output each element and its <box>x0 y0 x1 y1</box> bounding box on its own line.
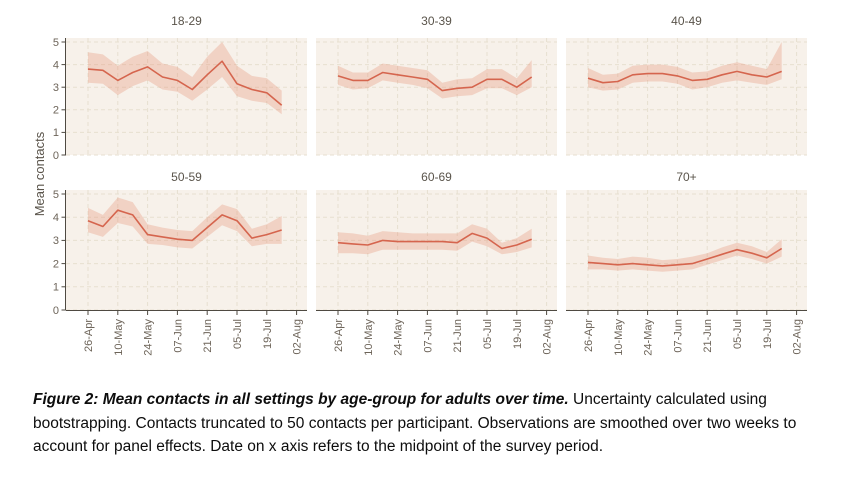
x-tick-label: 26-Apr <box>583 319 595 352</box>
facet-title: 50-59 <box>171 170 202 184</box>
uncertainty-ribbon <box>88 42 282 115</box>
x-tick-label: 07-Jun <box>422 319 434 353</box>
facet-panel-40-49: 40-49 <box>566 14 807 156</box>
y-axis-title: Mean contacts <box>32 131 47 216</box>
facet-title: 30-39 <box>421 14 452 28</box>
y-tick-label: 3 <box>53 235 59 247</box>
x-tick-label: 19-Jul <box>762 319 774 349</box>
mean-line <box>87 209 282 242</box>
figure-caption-body: Uncertainty calculated using bootstrappi… <box>33 391 797 455</box>
facet-title: 18-29 <box>171 14 202 28</box>
x-tick-label: 24-May <box>643 319 655 356</box>
x-tick-label: 19-Jul <box>512 319 524 349</box>
mean-line <box>337 232 532 250</box>
mean-line <box>587 70 782 84</box>
facet-panel-60-69: 60-69 26-Apr 10-May 24-May 07-Jun 21-Jun 05-Ju… <box>316 170 557 356</box>
facet-panel-70+: 70+ 26-Apr 10-May 24-May 07-Jun 21-Jun 05-Jul 1… <box>566 170 807 356</box>
x-tick-label: 21-Jun <box>202 319 214 353</box>
mean-line <box>587 247 783 267</box>
mean-line <box>337 71 533 92</box>
x-tick-label: 05-Jul <box>232 319 244 349</box>
uncertainty-ribbon <box>588 42 782 91</box>
x-tick-label: 05-Jul <box>732 319 744 349</box>
y-tick-label: 1 <box>53 127 59 139</box>
x-tick-label: 21-Jun <box>702 319 714 353</box>
mean-line <box>87 60 283 106</box>
x-tick-label: 07-Jun <box>172 319 184 353</box>
y-tick-label: 5 <box>53 37 59 49</box>
facet-panel-50-59: 50-59 0 1 2 3 4 5 26-Apr 10-May 24-May 07-Jun 21-Ju… <box>53 170 307 356</box>
uncertainty-ribbon <box>338 224 532 255</box>
panel-background <box>566 38 807 155</box>
facet-panel-30-39: 30-39 <box>316 14 557 156</box>
x-tick-label: 19-Jul <box>262 319 274 349</box>
y-tick-label: 4 <box>53 59 59 71</box>
y-tick-label: 0 <box>53 150 59 162</box>
x-tick-label: 05-Jul <box>482 319 494 349</box>
x-tick-label: 02-Aug <box>292 319 304 354</box>
x-tick-label: 26-Apr <box>83 319 95 352</box>
x-tick-label: 24-May <box>393 319 405 356</box>
x-tick-label: 10-May <box>113 319 125 356</box>
y-tick-label: 2 <box>53 258 59 270</box>
panel-background <box>316 38 557 155</box>
figure-caption-title: Figure 2: Mean contacts in all settings … <box>33 391 569 408</box>
x-tick-label: 21-Jun <box>452 319 464 353</box>
uncertainty-ribbon <box>338 60 532 99</box>
x-tick-label: 02-Aug <box>792 319 804 354</box>
facet-title: 70+ <box>676 170 696 184</box>
y-tick-label: 0 <box>53 305 59 317</box>
facet-title: 60-69 <box>421 170 452 184</box>
x-tick-label: 24-May <box>143 319 155 356</box>
x-tick-label: 07-Jun <box>672 319 684 353</box>
x-tick-label: 10-May <box>363 319 375 356</box>
uncertainty-ribbon <box>88 197 282 249</box>
y-tick-label: 5 <box>53 189 59 201</box>
figure-caption: Figure 2: Mean contacts in all settings … <box>33 388 805 459</box>
y-tick-label: 1 <box>53 282 59 294</box>
y-tick-label: 2 <box>53 105 59 117</box>
panel-background <box>66 190 307 310</box>
facet-title: 40-49 <box>671 14 702 28</box>
y-tick-label: 4 <box>53 212 59 224</box>
facet-panel-18-29: 18-29 0 1 2 3 4 5 <box>53 14 307 162</box>
y-tick-label: 3 <box>53 82 59 94</box>
x-tick-label: 10-May <box>613 319 625 356</box>
faceted-line-chart: Mean contacts 18-29 0 1 2 3 4 5 30-39 40-49 50-59 0… <box>32 14 807 356</box>
x-tick-label: 02-Aug <box>542 319 554 354</box>
x-tick-label: 26-Apr <box>333 319 345 352</box>
